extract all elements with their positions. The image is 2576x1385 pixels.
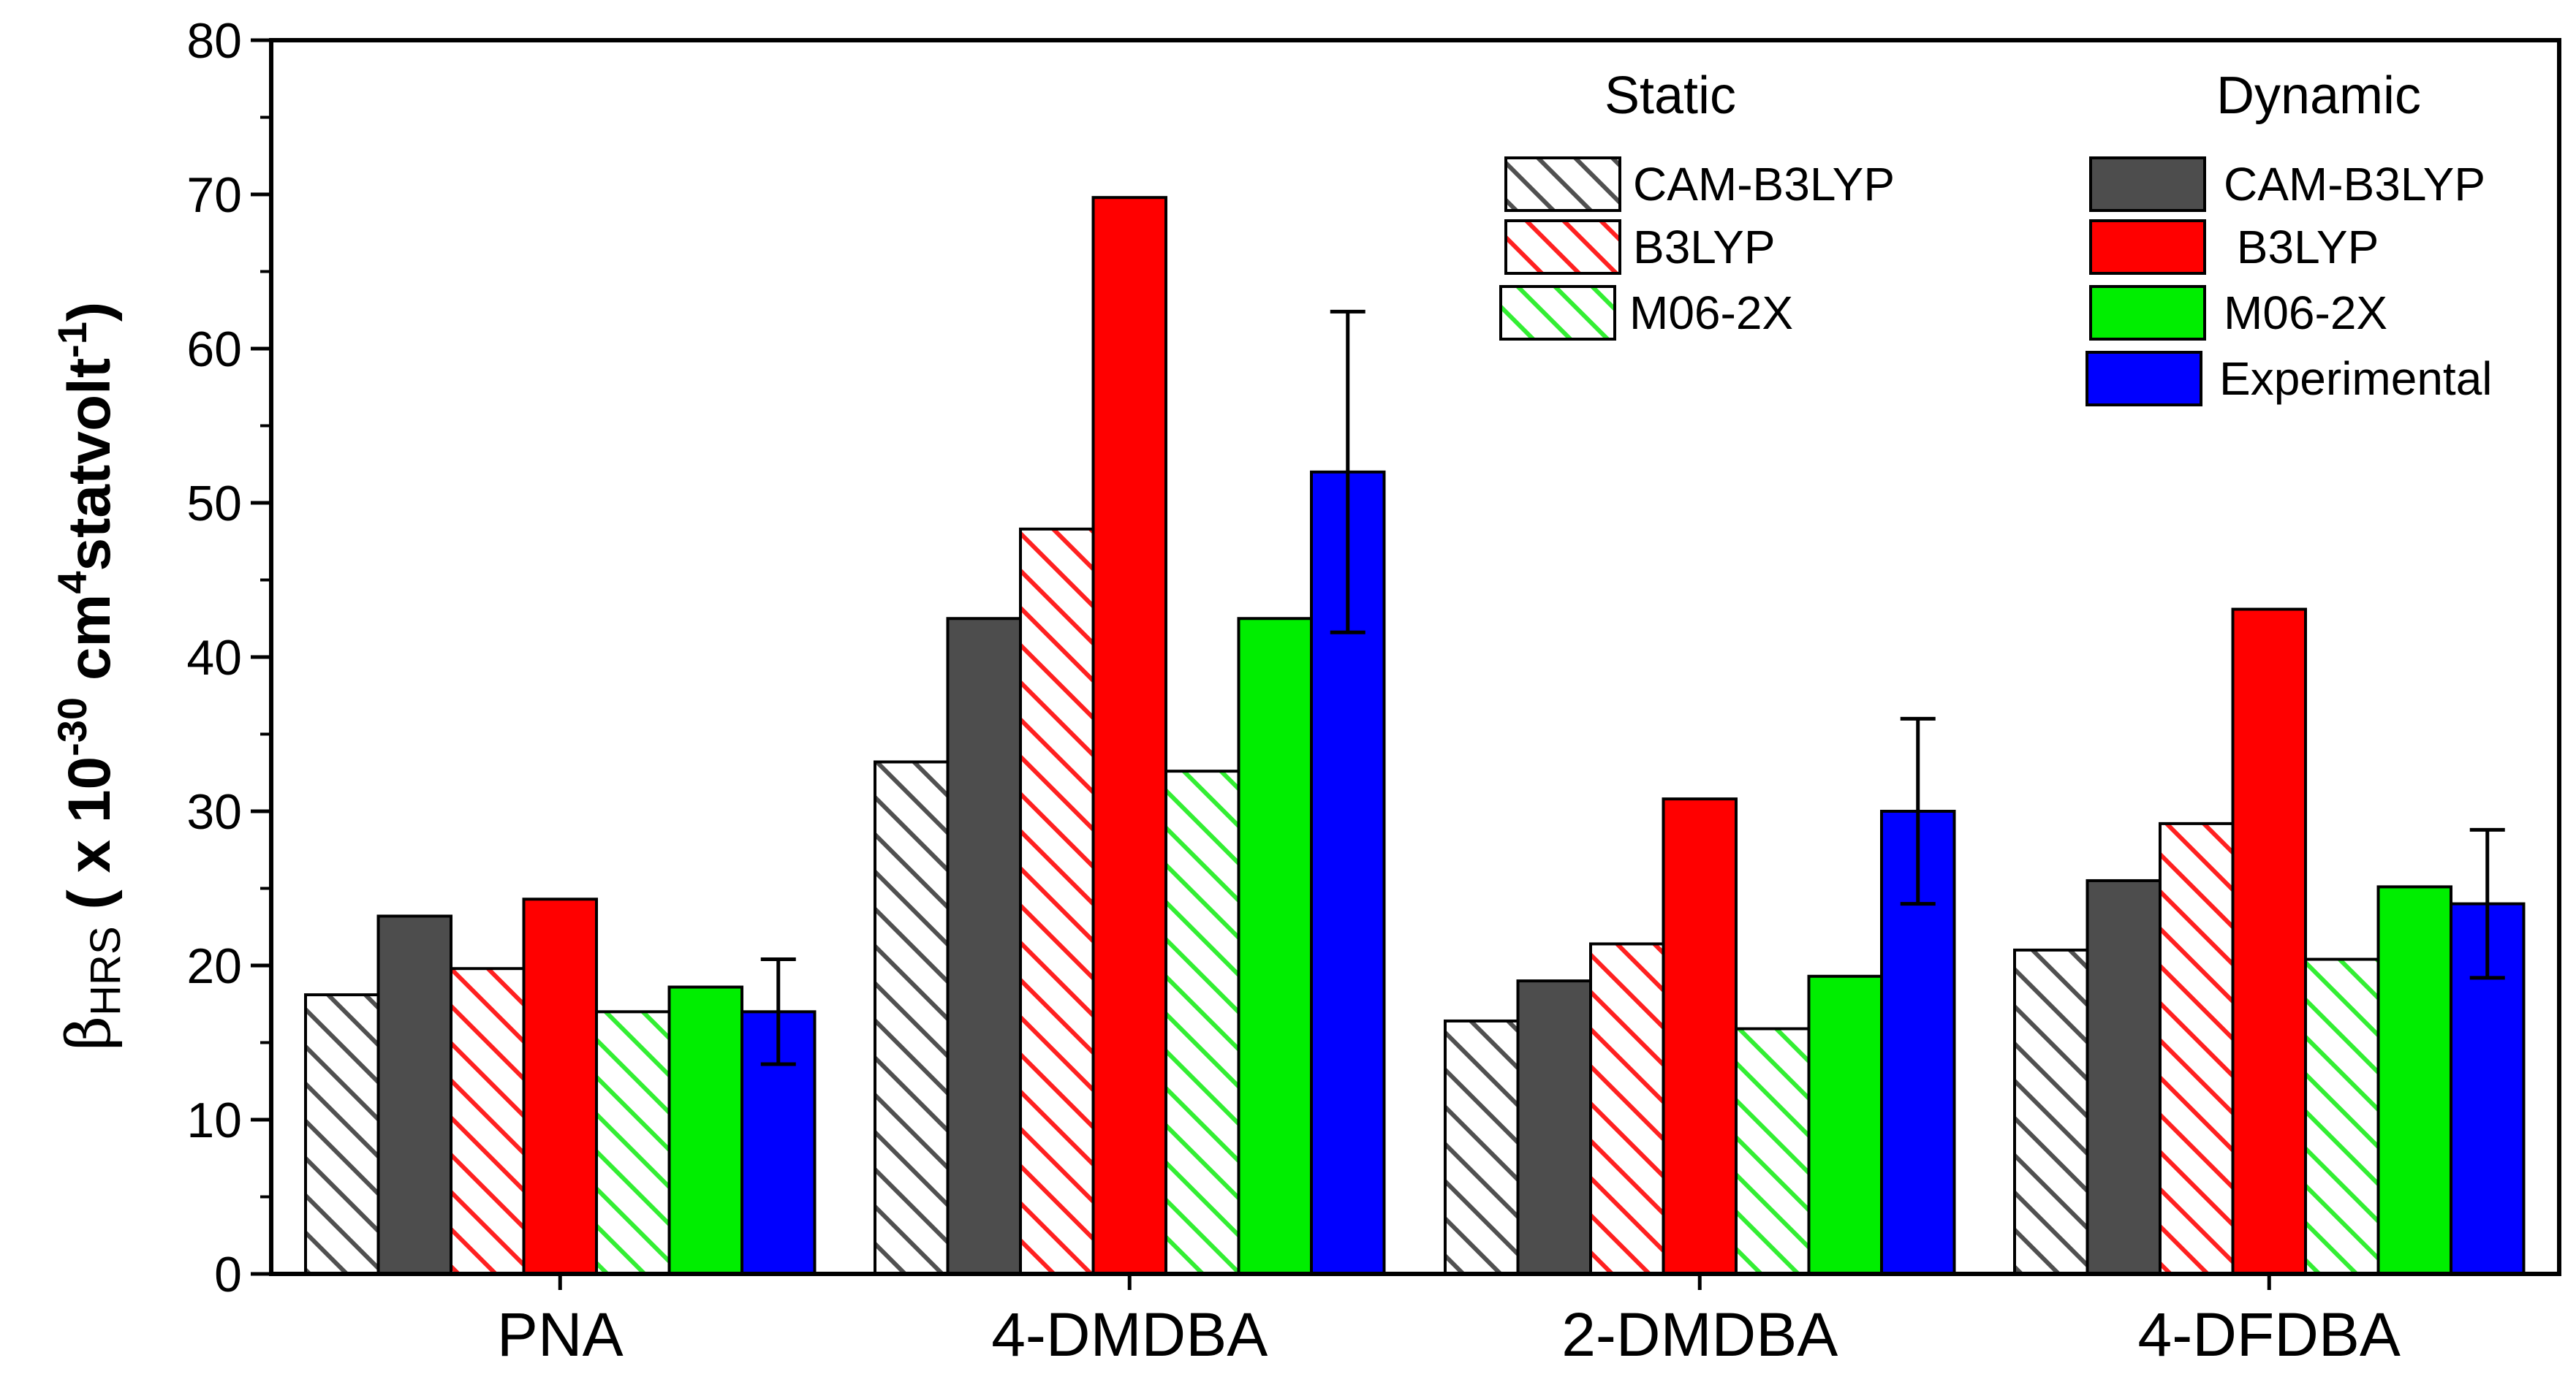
legend-swatch-static-m06-2x — [1499, 285, 1616, 341]
y-tick-label: 80 — [186, 13, 242, 69]
y-axis-unit: cm — [56, 594, 123, 697]
y-tick-label: 0 — [214, 1247, 242, 1302]
legend-label-static-cam-b3lyp: CAM-B3LYP — [1633, 158, 1895, 210]
bar-s_cam-0 — [304, 993, 380, 1275]
y-tick-label: 40 — [186, 630, 242, 686]
y-tick-label: 50 — [186, 476, 242, 531]
y-tick-label: 70 — [186, 167, 242, 223]
y-tick-label: 60 — [186, 322, 242, 377]
bar-d_m06-0 — [667, 985, 743, 1276]
y-axis-exponent-2: 4 — [49, 571, 95, 593]
bar-s_b3-1 — [1019, 527, 1095, 1275]
y-tick-label: 30 — [186, 784, 242, 840]
bar-d_b3-2 — [1662, 797, 1738, 1275]
bar-s_cam-2 — [1444, 1019, 1520, 1275]
legend-label-static-b3lyp: B3LYP — [1633, 221, 1776, 273]
y-axis-exponent-1: -30 — [49, 697, 95, 756]
legend-swatch-experimental — [2086, 351, 2202, 406]
bar-d_b3-1 — [1091, 196, 1167, 1276]
bar-d_m06-1 — [1237, 617, 1313, 1275]
y-tick-label: 10 — [186, 1093, 242, 1148]
legend-swatch-dynamic-m06-2x — [2089, 285, 2206, 341]
bar-s_b3-2 — [1589, 942, 1665, 1275]
bar-d_cam-1 — [946, 617, 1022, 1275]
category-labels: PNA 4-DMDBA 2-DMDBA 4-DFDBA — [497, 1274, 2401, 1369]
y-axis-subscript: HRS — [82, 926, 129, 1015]
y-axis-title: βHRS ( x 10-30 cm4statvolt-1) — [49, 302, 129, 1050]
bar-s_m06-2 — [1735, 1027, 1811, 1275]
legend-label-dynamic-b3lyp: B3LYP — [2224, 221, 2379, 273]
bar-s_m06-1 — [1164, 770, 1240, 1275]
bar-d_cam-2 — [1516, 979, 1592, 1275]
bar-d_cam-3 — [2086, 879, 2162, 1275]
bar-d_m06-2 — [1807, 974, 1883, 1276]
y-axis-ticks: 0 10 20 30 40 50 60 70 80 — [186, 13, 271, 1302]
y-axis-exponent-3: -1 — [49, 322, 95, 358]
bar-d_m06-3 — [2376, 885, 2452, 1275]
legend-label-dynamic-cam-b3lyp: CAM-B3LYP — [2224, 158, 2485, 210]
legend-swatch-dynamic-b3lyp — [2089, 219, 2206, 275]
y-axis-unit-2: statvolt — [56, 358, 123, 572]
legend: Static Dynamic CAM-B3LYP B3LYP M06-2X CA… — [1499, 67, 2493, 406]
category-label-2: 2-DMDBA — [1561, 1300, 1838, 1369]
legend-label-static-m06-2x: M06-2X — [1629, 287, 1793, 339]
legend-swatch-dynamic-cam-b3lyp — [2089, 156, 2206, 212]
y-axis-paren-open: ( x 10 — [56, 756, 123, 926]
error-bars-layer — [760, 309, 2505, 1066]
bar-s_cam-1 — [874, 760, 950, 1275]
legend-title-static: Static — [1605, 67, 1736, 125]
bar-s_b3-0 — [450, 967, 526, 1275]
y-axis-symbol: β — [55, 1016, 124, 1050]
legend-label-experimental: Experimental — [2219, 352, 2493, 405]
bar-d_b3-3 — [2231, 607, 2307, 1275]
plot-frame — [269, 38, 2561, 1276]
category-label-3: 4-DFDBA — [2138, 1300, 2401, 1369]
y-axis-paren-close: ) — [56, 302, 123, 322]
legend-title-dynamic: Dynamic — [2216, 67, 2421, 125]
bar-s_b3-3 — [2159, 821, 2235, 1275]
legend-swatch-static-b3lyp — [1504, 219, 1621, 275]
bar-s_m06-3 — [2304, 957, 2380, 1276]
legend-label-dynamic-m06-2x: M06-2X — [2224, 287, 2387, 339]
bar-s_m06-0 — [595, 1010, 671, 1276]
legend-swatch-static-cam-b3lyp — [1504, 156, 1621, 212]
bar-s_cam-3 — [2013, 948, 2089, 1276]
bar-d_b3-0 — [522, 898, 598, 1275]
category-label-1: 4-DMDBA — [991, 1300, 1268, 1369]
bar-d_cam-0 — [376, 914, 452, 1275]
y-tick-label: 20 — [186, 938, 242, 994]
category-label-0: PNA — [497, 1300, 624, 1369]
